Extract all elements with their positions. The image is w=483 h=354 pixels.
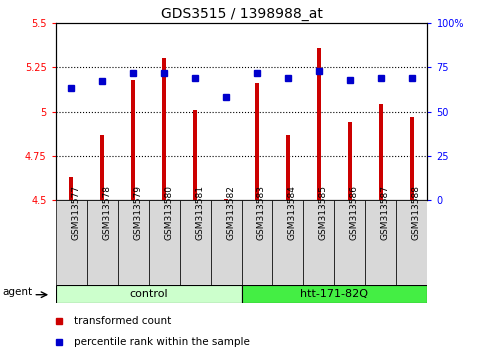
Text: transformed count: transformed count <box>74 316 171 326</box>
Bar <box>131 80 135 200</box>
Bar <box>224 199 228 200</box>
Text: control: control <box>129 289 168 299</box>
Text: GSM313581: GSM313581 <box>195 185 204 240</box>
Bar <box>303 200 334 285</box>
Text: htt-171-82Q: htt-171-82Q <box>300 289 369 299</box>
Text: agent: agent <box>3 287 33 297</box>
Bar <box>366 200 397 285</box>
Text: GSM313578: GSM313578 <box>102 185 111 240</box>
Text: GSM313580: GSM313580 <box>164 185 173 240</box>
Title: GDS3515 / 1398988_at: GDS3515 / 1398988_at <box>160 7 323 21</box>
Bar <box>285 135 290 200</box>
Text: percentile rank within the sample: percentile rank within the sample <box>74 337 250 348</box>
Text: GSM313582: GSM313582 <box>226 185 235 240</box>
Bar <box>272 200 303 285</box>
Text: GSM313587: GSM313587 <box>381 185 390 240</box>
Bar <box>410 117 414 200</box>
Bar <box>162 58 166 200</box>
Bar <box>255 83 259 200</box>
Bar <box>149 200 180 285</box>
Bar <box>397 200 427 285</box>
Bar <box>99 135 104 200</box>
Bar <box>242 200 272 285</box>
Bar <box>193 110 198 200</box>
Text: GSM313579: GSM313579 <box>133 185 142 240</box>
Text: GSM313577: GSM313577 <box>71 185 80 240</box>
Bar <box>317 48 321 200</box>
Bar <box>69 177 73 200</box>
Bar <box>56 200 86 285</box>
Text: GSM313584: GSM313584 <box>288 185 297 240</box>
Text: GSM313583: GSM313583 <box>257 185 266 240</box>
Text: GSM313586: GSM313586 <box>350 185 359 240</box>
Bar <box>56 285 242 303</box>
Bar <box>334 200 366 285</box>
Bar <box>117 200 149 285</box>
Bar <box>242 285 427 303</box>
Bar <box>180 200 211 285</box>
Bar <box>211 200 242 285</box>
Bar <box>86 200 117 285</box>
Text: GSM313588: GSM313588 <box>412 185 421 240</box>
Bar <box>348 122 352 200</box>
Text: GSM313585: GSM313585 <box>319 185 328 240</box>
Bar <box>379 104 384 200</box>
